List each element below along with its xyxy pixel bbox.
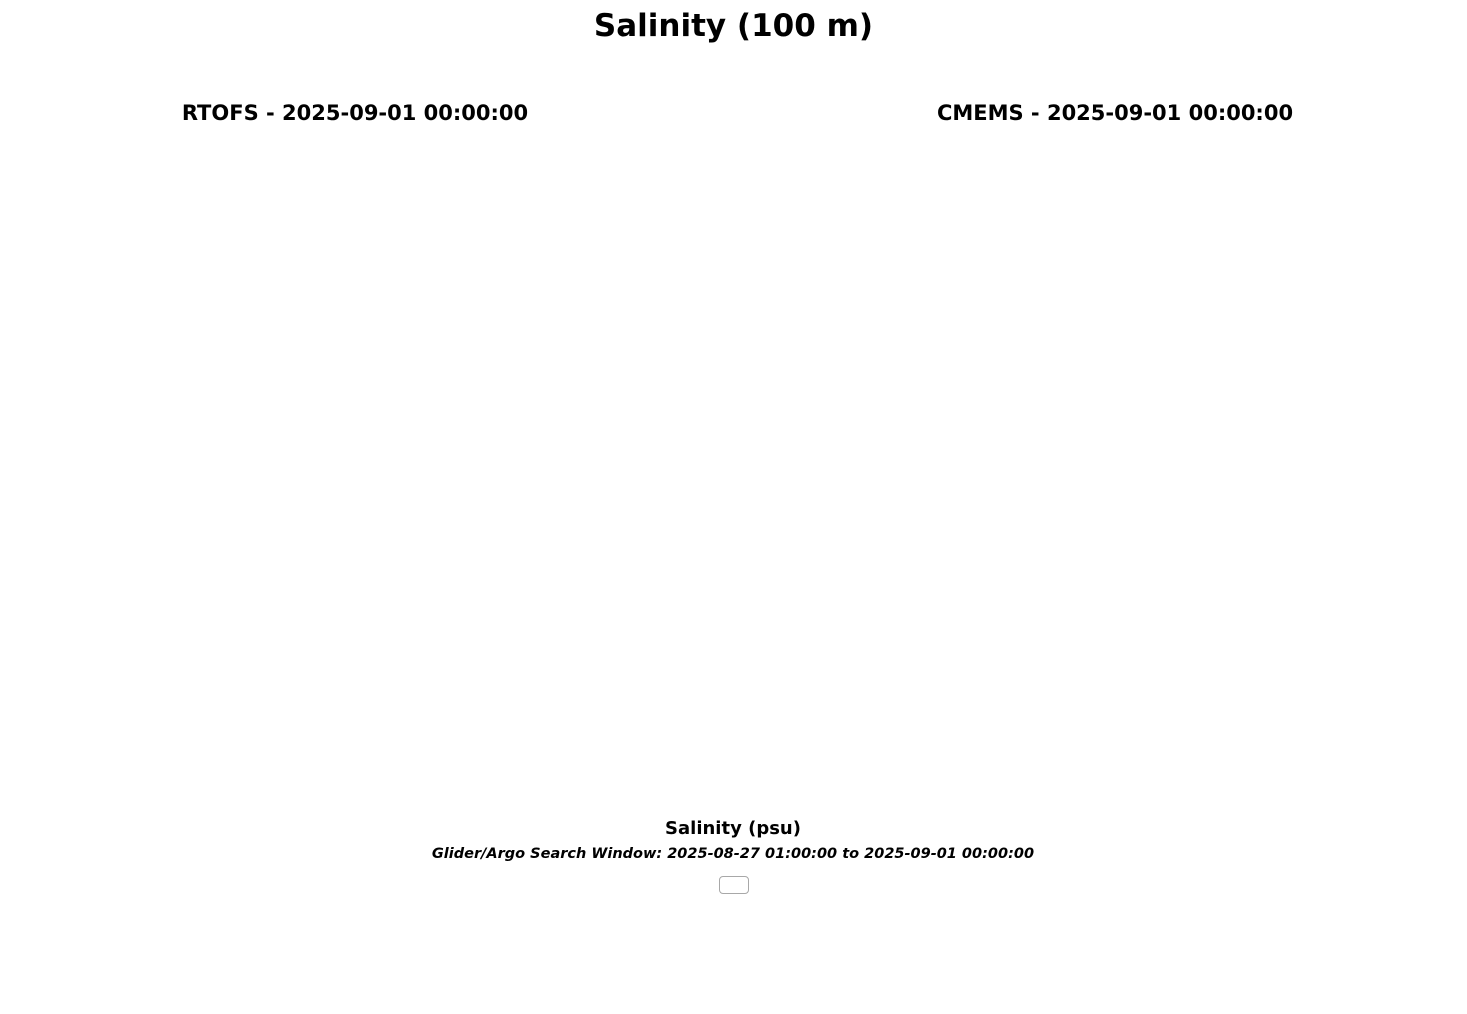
map-rtofs-canvas [85,133,625,658]
colorbar-label: Salinity (psu) [665,818,801,839]
map-panel-rtofs [85,133,625,658]
panel-title-cmems: CMEMS - 2025-09-01 00:00:00 [936,101,1294,125]
map-panel-cmems [845,133,1385,658]
colorbar-bar [31,760,1435,786]
colorbar: Salinity (psu) Glider/Argo Search Window… [31,760,1435,880]
figure-title: Salinity (100 m) [593,8,874,44]
legend-box [718,876,749,894]
panel-title-rtofs: RTOFS - 2025-09-01 00:00:00 [181,101,529,125]
map-cmems-canvas [845,133,1385,658]
search-window-text: Glider/Argo Search Window: 2025-08-27 01… [431,846,1035,862]
